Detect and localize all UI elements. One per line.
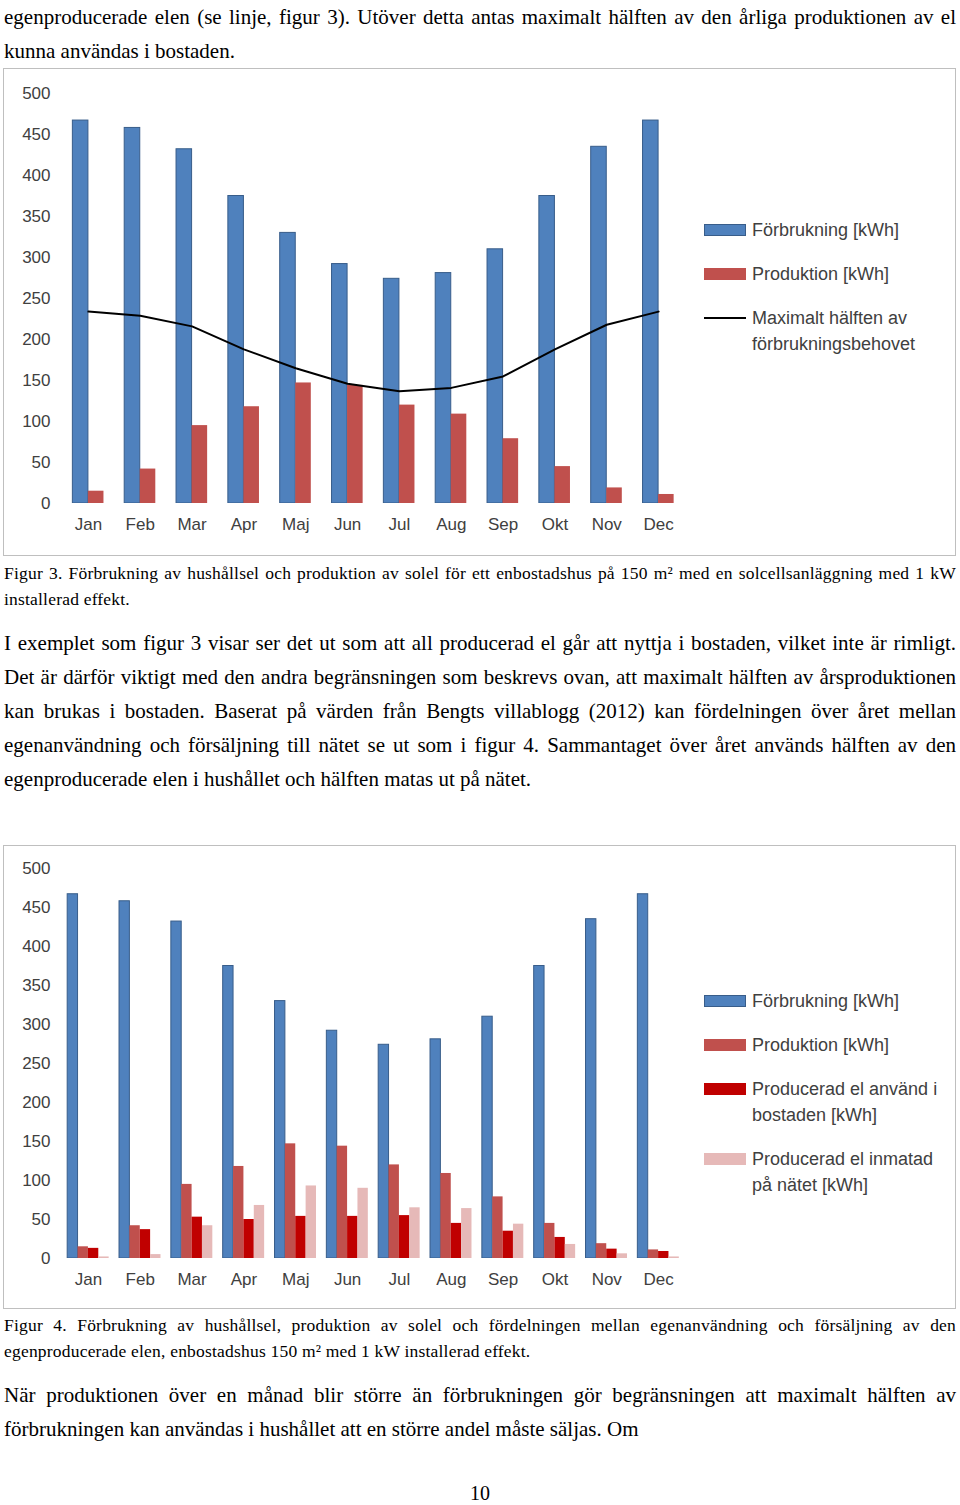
- svg-text:Sep: Sep: [488, 515, 518, 534]
- svg-text:Nov: Nov: [592, 515, 623, 534]
- svg-text:Feb: Feb: [126, 1270, 155, 1289]
- svg-text:Maj: Maj: [282, 1270, 309, 1289]
- svg-text:Mar: Mar: [177, 1270, 207, 1289]
- html-text:I exemplet som figur 3 visar s: I exemplet som figur 3 visar ser det ut …: [4, 631, 956, 791]
- html-text:Produktion [kWh]: Produktion [kWh]: [752, 1035, 890, 1055]
- svg-text:250: 250: [22, 289, 50, 308]
- html-text:Figur 3. Förbrukning av hushål: Figur 3. Förbrukning av hushållsel och p…: [4, 563, 956, 609]
- svg-text:100: 100: [22, 1171, 50, 1190]
- svg-text:Apr: Apr: [231, 1270, 258, 1289]
- svg-text:Jun: Jun: [334, 1270, 361, 1289]
- svg-text:Jul: Jul: [389, 515, 411, 534]
- html-text:Producerad el inmatad på nätet: Producerad el inmatad på nätet [kWh]: [752, 1149, 934, 1195]
- svg-text:Feb: Feb: [126, 515, 155, 534]
- svg-text:500: 500: [22, 84, 50, 103]
- svg-text:Aug: Aug: [436, 1270, 466, 1289]
- html-text:Förbrukning [kWh]: Förbrukning [kWh]: [752, 220, 900, 240]
- svg-text:100: 100: [22, 412, 50, 431]
- svg-text:Okt: Okt: [542, 515, 569, 534]
- html-text:Maximalt hälften av förbruknin: Maximalt hälften av förbrukningsbehovet: [752, 308, 916, 354]
- svg-text:50: 50: [32, 1210, 51, 1229]
- svg-text:Dec: Dec: [643, 515, 674, 534]
- svg-text:450: 450: [22, 125, 50, 144]
- svg-text:150: 150: [22, 371, 50, 390]
- svg-text:200: 200: [22, 330, 50, 349]
- svg-text:Sep: Sep: [488, 1270, 518, 1289]
- html-text:egenproducerade elen (se linje: egenproducerade elen (se linje, figur 3)…: [4, 5, 956, 63]
- svg-text:50: 50: [32, 453, 51, 472]
- html-text:10: 10: [470, 1482, 490, 1504]
- svg-text:350: 350: [22, 207, 50, 226]
- svg-text:Jun: Jun: [334, 515, 361, 534]
- svg-text:300: 300: [22, 1015, 50, 1034]
- svg-text:400: 400: [22, 166, 50, 185]
- svg-text:Jul: Jul: [389, 1270, 411, 1289]
- svg-text:Okt: Okt: [542, 1270, 569, 1289]
- svg-text:400: 400: [22, 937, 50, 956]
- svg-text:Nov: Nov: [592, 1270, 623, 1289]
- svg-text:Maj: Maj: [282, 515, 309, 534]
- svg-text:Mar: Mar: [177, 515, 207, 534]
- svg-text:350: 350: [22, 976, 50, 995]
- svg-text:300: 300: [22, 248, 50, 267]
- html-text:Förbrukning [kWh]: Förbrukning [kWh]: [752, 991, 900, 1011]
- svg-text:250: 250: [22, 1054, 50, 1073]
- svg-text:450: 450: [22, 898, 50, 917]
- svg-text:Aug: Aug: [436, 515, 466, 534]
- svg-text:Apr: Apr: [231, 515, 258, 534]
- html-text:Produktion [kWh]: Produktion [kWh]: [752, 264, 890, 284]
- svg-text:0: 0: [41, 494, 50, 513]
- svg-text:0: 0: [41, 1249, 50, 1268]
- svg-text:150: 150: [22, 1132, 50, 1151]
- html-text:Figur 4. Förbrukning av hushål: Figur 4. Förbrukning av hushållsel, prod…: [4, 1315, 956, 1361]
- svg-text:200: 200: [22, 1093, 50, 1112]
- svg-text:Jan: Jan: [75, 1270, 102, 1289]
- svg-text:Dec: Dec: [643, 1270, 674, 1289]
- svg-text:Jan: Jan: [75, 515, 102, 534]
- svg-text:500: 500: [22, 859, 50, 878]
- html-text:När produktionen över en månad: När produktionen över en månad blir stör…: [4, 1383, 956, 1441]
- html-text:Producerad el använd i bostade: Producerad el använd i bostaden [kWh]: [752, 1079, 938, 1125]
